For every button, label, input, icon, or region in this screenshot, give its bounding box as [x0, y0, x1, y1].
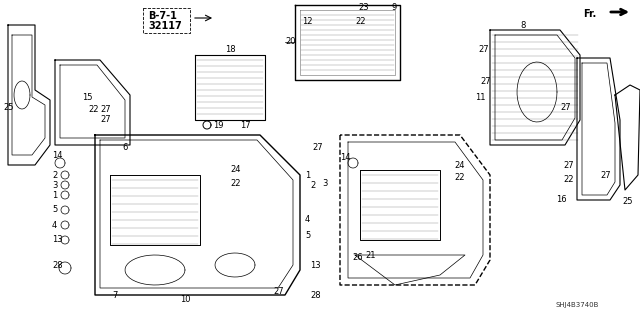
Text: 12: 12	[302, 18, 312, 26]
Text: 27: 27	[100, 106, 111, 115]
Text: 4: 4	[52, 220, 57, 229]
Text: 22: 22	[88, 106, 99, 115]
Text: 16: 16	[556, 196, 566, 204]
Text: SHJ4B3740B: SHJ4B3740B	[555, 302, 598, 308]
Text: 27: 27	[100, 115, 111, 124]
Text: 27: 27	[312, 144, 323, 152]
Text: 3: 3	[322, 179, 328, 188]
Text: 21: 21	[365, 250, 376, 259]
Text: 1: 1	[305, 170, 310, 180]
Text: 17: 17	[240, 122, 251, 130]
Text: 14: 14	[52, 151, 63, 160]
Text: 19: 19	[213, 122, 223, 130]
Text: 5: 5	[305, 231, 310, 240]
Text: 8: 8	[520, 20, 525, 29]
Text: 2: 2	[52, 170, 57, 180]
Text: 18: 18	[225, 46, 236, 55]
Text: 28: 28	[52, 261, 63, 270]
Text: 13: 13	[52, 235, 63, 244]
Text: 22: 22	[563, 175, 573, 184]
Text: 7: 7	[112, 291, 117, 300]
Text: 15: 15	[82, 93, 93, 102]
Text: 25: 25	[3, 103, 13, 113]
Text: 22: 22	[230, 179, 241, 188]
Text: 5: 5	[52, 205, 57, 214]
Text: 32117: 32117	[148, 21, 182, 31]
Text: 27: 27	[273, 287, 284, 296]
Text: 28: 28	[310, 291, 321, 300]
Text: 26: 26	[352, 254, 363, 263]
Text: 22: 22	[355, 18, 365, 26]
Text: 9: 9	[392, 4, 397, 12]
Text: 20: 20	[285, 38, 296, 47]
Text: 11: 11	[475, 93, 486, 102]
Text: 27: 27	[560, 103, 571, 113]
Text: 13: 13	[310, 261, 321, 270]
Text: 25: 25	[622, 197, 632, 206]
Text: 27: 27	[563, 160, 573, 169]
Text: 3: 3	[52, 181, 58, 189]
Text: 27: 27	[478, 46, 488, 55]
Text: Fr.: Fr.	[583, 9, 596, 19]
Text: 6: 6	[122, 144, 127, 152]
Text: 24: 24	[454, 160, 465, 169]
Text: 24: 24	[230, 166, 241, 174]
Text: B-7-1: B-7-1	[148, 11, 177, 21]
Text: 2: 2	[310, 181, 316, 189]
Text: 1: 1	[52, 190, 57, 199]
Text: 27: 27	[480, 78, 491, 86]
Text: 10: 10	[180, 295, 191, 305]
Text: 4: 4	[305, 216, 310, 225]
Text: 22: 22	[454, 174, 465, 182]
Text: 14: 14	[340, 153, 351, 162]
Text: 27: 27	[600, 170, 611, 180]
Text: 23: 23	[358, 4, 369, 12]
